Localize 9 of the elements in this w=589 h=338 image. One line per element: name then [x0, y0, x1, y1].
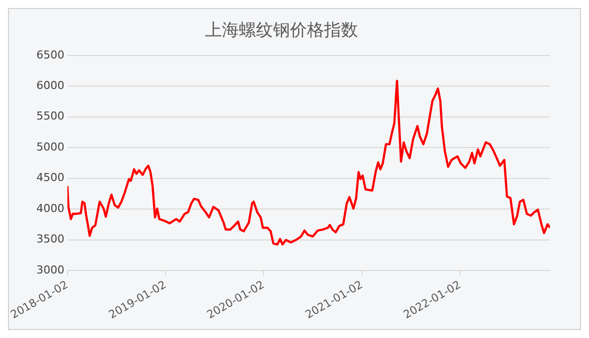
y-tick-label: 3000 [36, 263, 64, 276]
y-tick-label: 6500 [36, 48, 64, 62]
y-tick-label: 4500 [36, 171, 64, 184]
y-tick-label: 6000 [36, 79, 64, 92]
y-tick-label: 5500 [36, 110, 64, 123]
y-tick-label: 4000 [36, 202, 64, 215]
y-tick-label: 3500 [36, 232, 64, 246]
chart-title: 上海螺纹钢价格指数 [205, 20, 358, 41]
y-tick-label: 5000 [36, 140, 64, 154]
